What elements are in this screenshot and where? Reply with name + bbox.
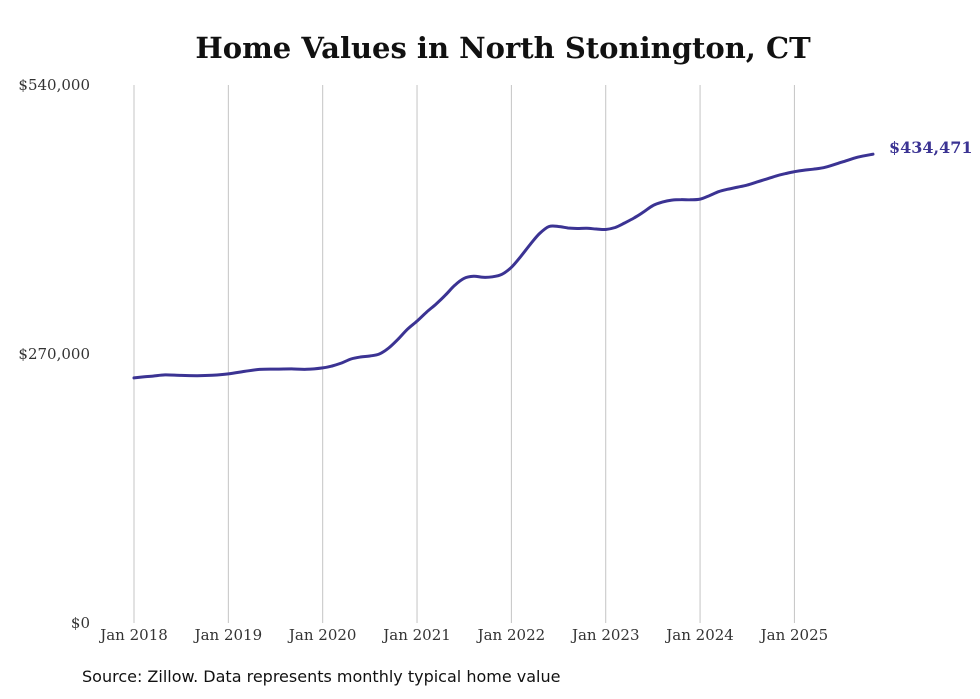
end-value-label: $434,471 [889, 138, 973, 157]
y-tick-label: $0 [71, 614, 90, 632]
x-tick-label: Jan 2020 [287, 626, 357, 644]
source-note: Source: Zillow. Data represents monthly … [82, 667, 561, 686]
x-tick-label: Jan 2021 [381, 626, 451, 644]
y-tick-label: $540,000 [18, 76, 90, 94]
x-tick-label: Jan 2018 [98, 626, 168, 644]
x-tick-label: Jan 2023 [570, 626, 640, 644]
series-line-typical-home-value [132, 152, 875, 380]
x-tick-label: Jan 2025 [759, 626, 829, 644]
chart-title: Home Values in North Stonington, CT [195, 31, 811, 65]
x-axis-ticks: Jan 2018 Jan 2019 Jan 2020 Jan 2021 Jan 2022… [98, 626, 828, 644]
x-tick-label: Jan 2019 [193, 626, 263, 644]
y-tick-label: $270,000 [18, 345, 90, 363]
y-axis-ticks: $0 $270,000 $540,000 [18, 76, 90, 632]
x-tick-label: Jan 2024 [664, 626, 734, 644]
gridlines [133, 85, 795, 623]
x-tick-label: Jan 2022 [476, 626, 546, 644]
